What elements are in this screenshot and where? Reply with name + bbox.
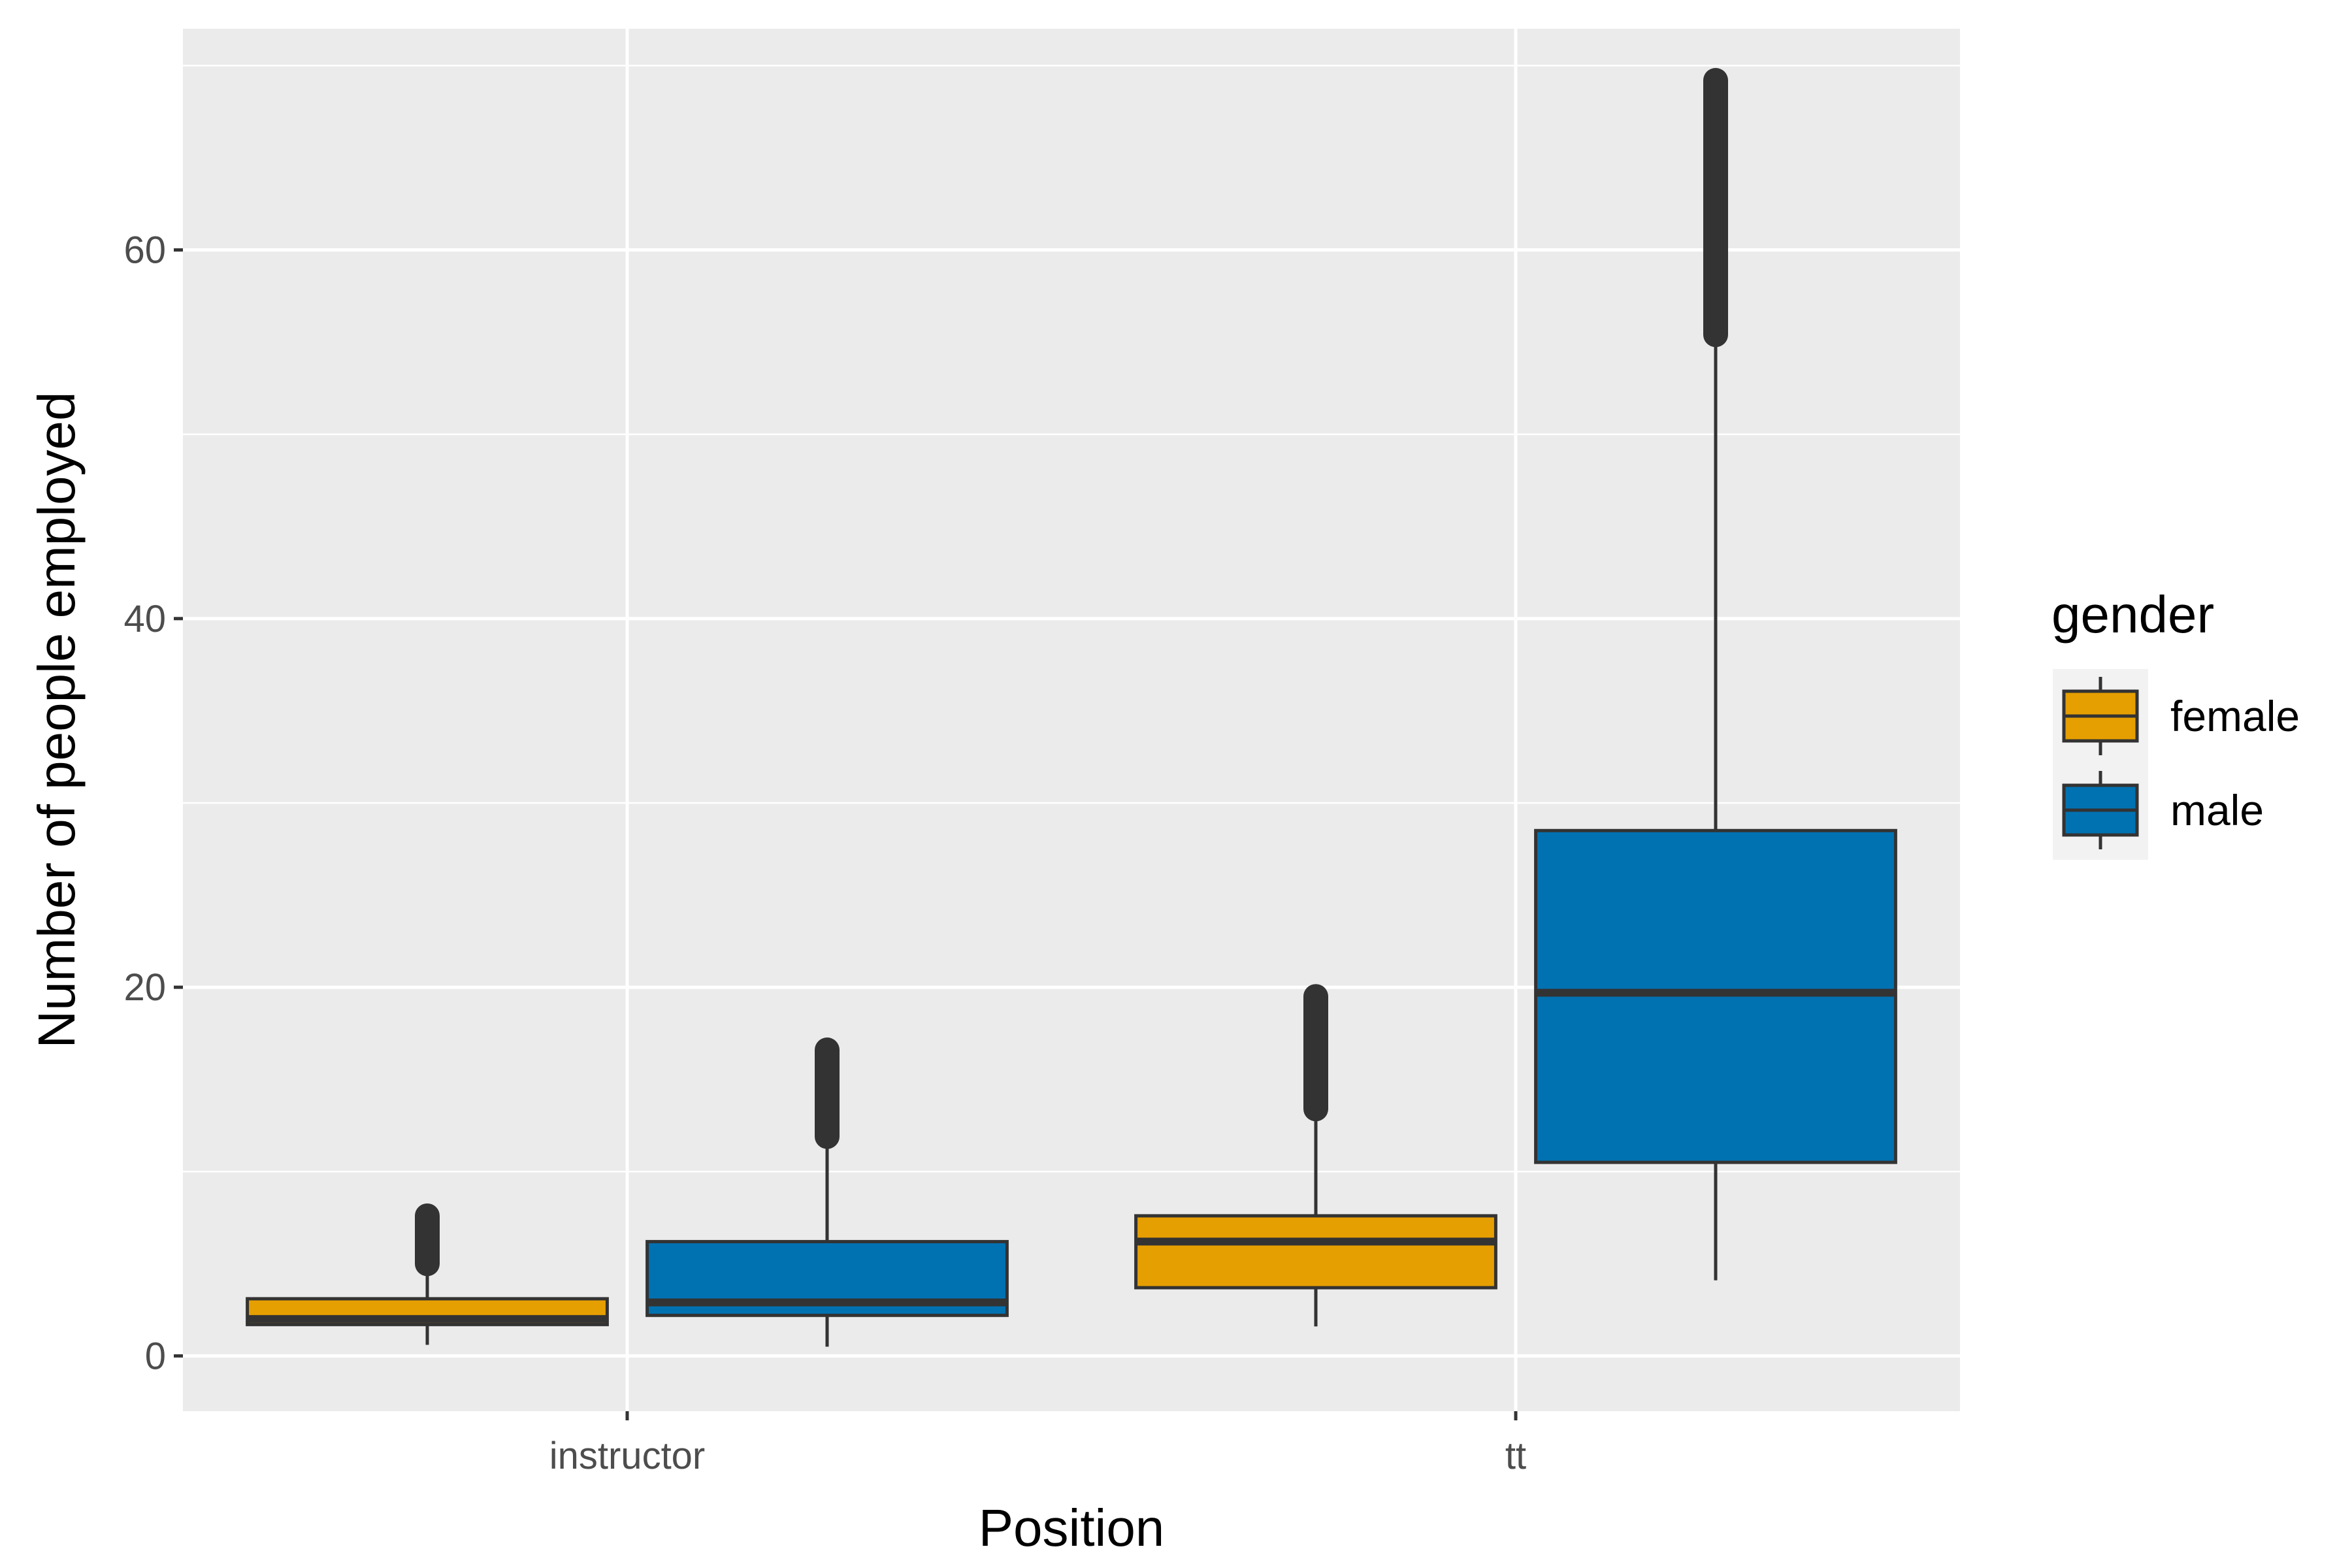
y-tick-label: 60 xyxy=(123,229,166,272)
legend-title: gender xyxy=(2051,585,2214,644)
box-male-tt xyxy=(1534,67,1897,1281)
x-tick-label: instructor xyxy=(549,1435,706,1477)
x-axis: instructor tt xyxy=(549,1411,1526,1477)
legend: gender female male xyxy=(2051,585,2300,860)
legend-label: male xyxy=(2170,786,2264,834)
box-male-instructor xyxy=(645,1037,1009,1347)
box-female-tt xyxy=(1134,984,1497,1327)
x-tick-label: tt xyxy=(1505,1435,1526,1477)
plot-panel xyxy=(183,29,1960,1411)
y-tick-label: 40 xyxy=(123,598,166,640)
legend-key-female: female xyxy=(2062,677,2300,755)
legend-key-male: male xyxy=(2062,771,2264,849)
x-axis-title: Position xyxy=(979,1499,1165,1557)
y-tick-label: 20 xyxy=(123,966,166,1009)
box-layer xyxy=(246,67,1897,1347)
minor-gridlines xyxy=(183,65,1960,1173)
box-iqr xyxy=(1134,1214,1497,1290)
y-axis: 0 20 40 60 xyxy=(123,229,183,1377)
box-female-instructor xyxy=(246,1203,609,1345)
y-tick-label: 0 xyxy=(145,1335,166,1377)
y-axis-title: Number of people employed xyxy=(27,391,86,1048)
legend-label: female xyxy=(2170,692,2300,740)
major-gridlines xyxy=(183,29,1960,1411)
